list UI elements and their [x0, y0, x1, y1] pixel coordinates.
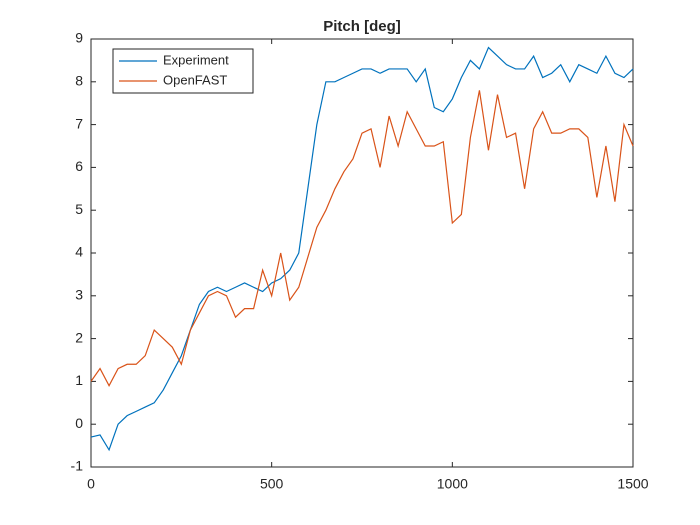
legend-box — [112, 48, 254, 94]
y-tick-label: 2 — [75, 329, 83, 345]
y-tick-label: 3 — [75, 287, 83, 303]
y-tick-label: 1 — [75, 372, 83, 388]
y-tick-label: -1 — [71, 458, 84, 474]
y-tick-label: 9 — [75, 30, 83, 46]
x-tick-label: 1500 — [617, 476, 648, 492]
line — [90, 46, 634, 452]
x-tick-label: 0 — [87, 476, 95, 492]
legend-label: Experiment — [163, 52, 229, 67]
y-tick-label: 8 — [75, 73, 83, 89]
chart-title: Pitch [deg] — [323, 18, 401, 35]
plot-box — [90, 38, 634, 468]
line — [90, 90, 634, 387]
y-tick-label: 6 — [75, 158, 83, 174]
y-tick-label: 7 — [75, 115, 83, 131]
y-tick-label: 5 — [75, 201, 83, 217]
y-tick-label: 4 — [75, 244, 83, 260]
legend-label: OpenFAST — [163, 72, 227, 87]
x-tick-label: 500 — [260, 476, 284, 492]
y-tick-label: 0 — [75, 415, 83, 431]
x-tick-label: 1000 — [437, 476, 468, 492]
